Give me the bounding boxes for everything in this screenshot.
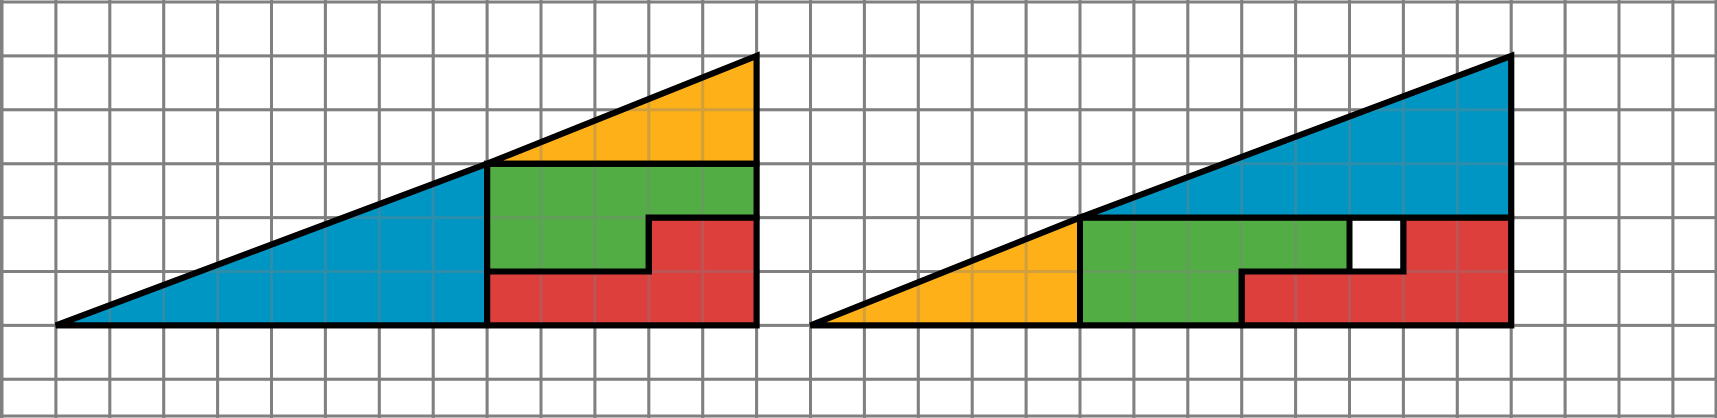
left-triangle-outline [54,51,760,329]
empty-square [1346,214,1407,275]
right-triangle-outline [809,51,1515,329]
red-l-piece-outline [484,214,760,329]
red-l-piece-outline [1238,214,1515,329]
